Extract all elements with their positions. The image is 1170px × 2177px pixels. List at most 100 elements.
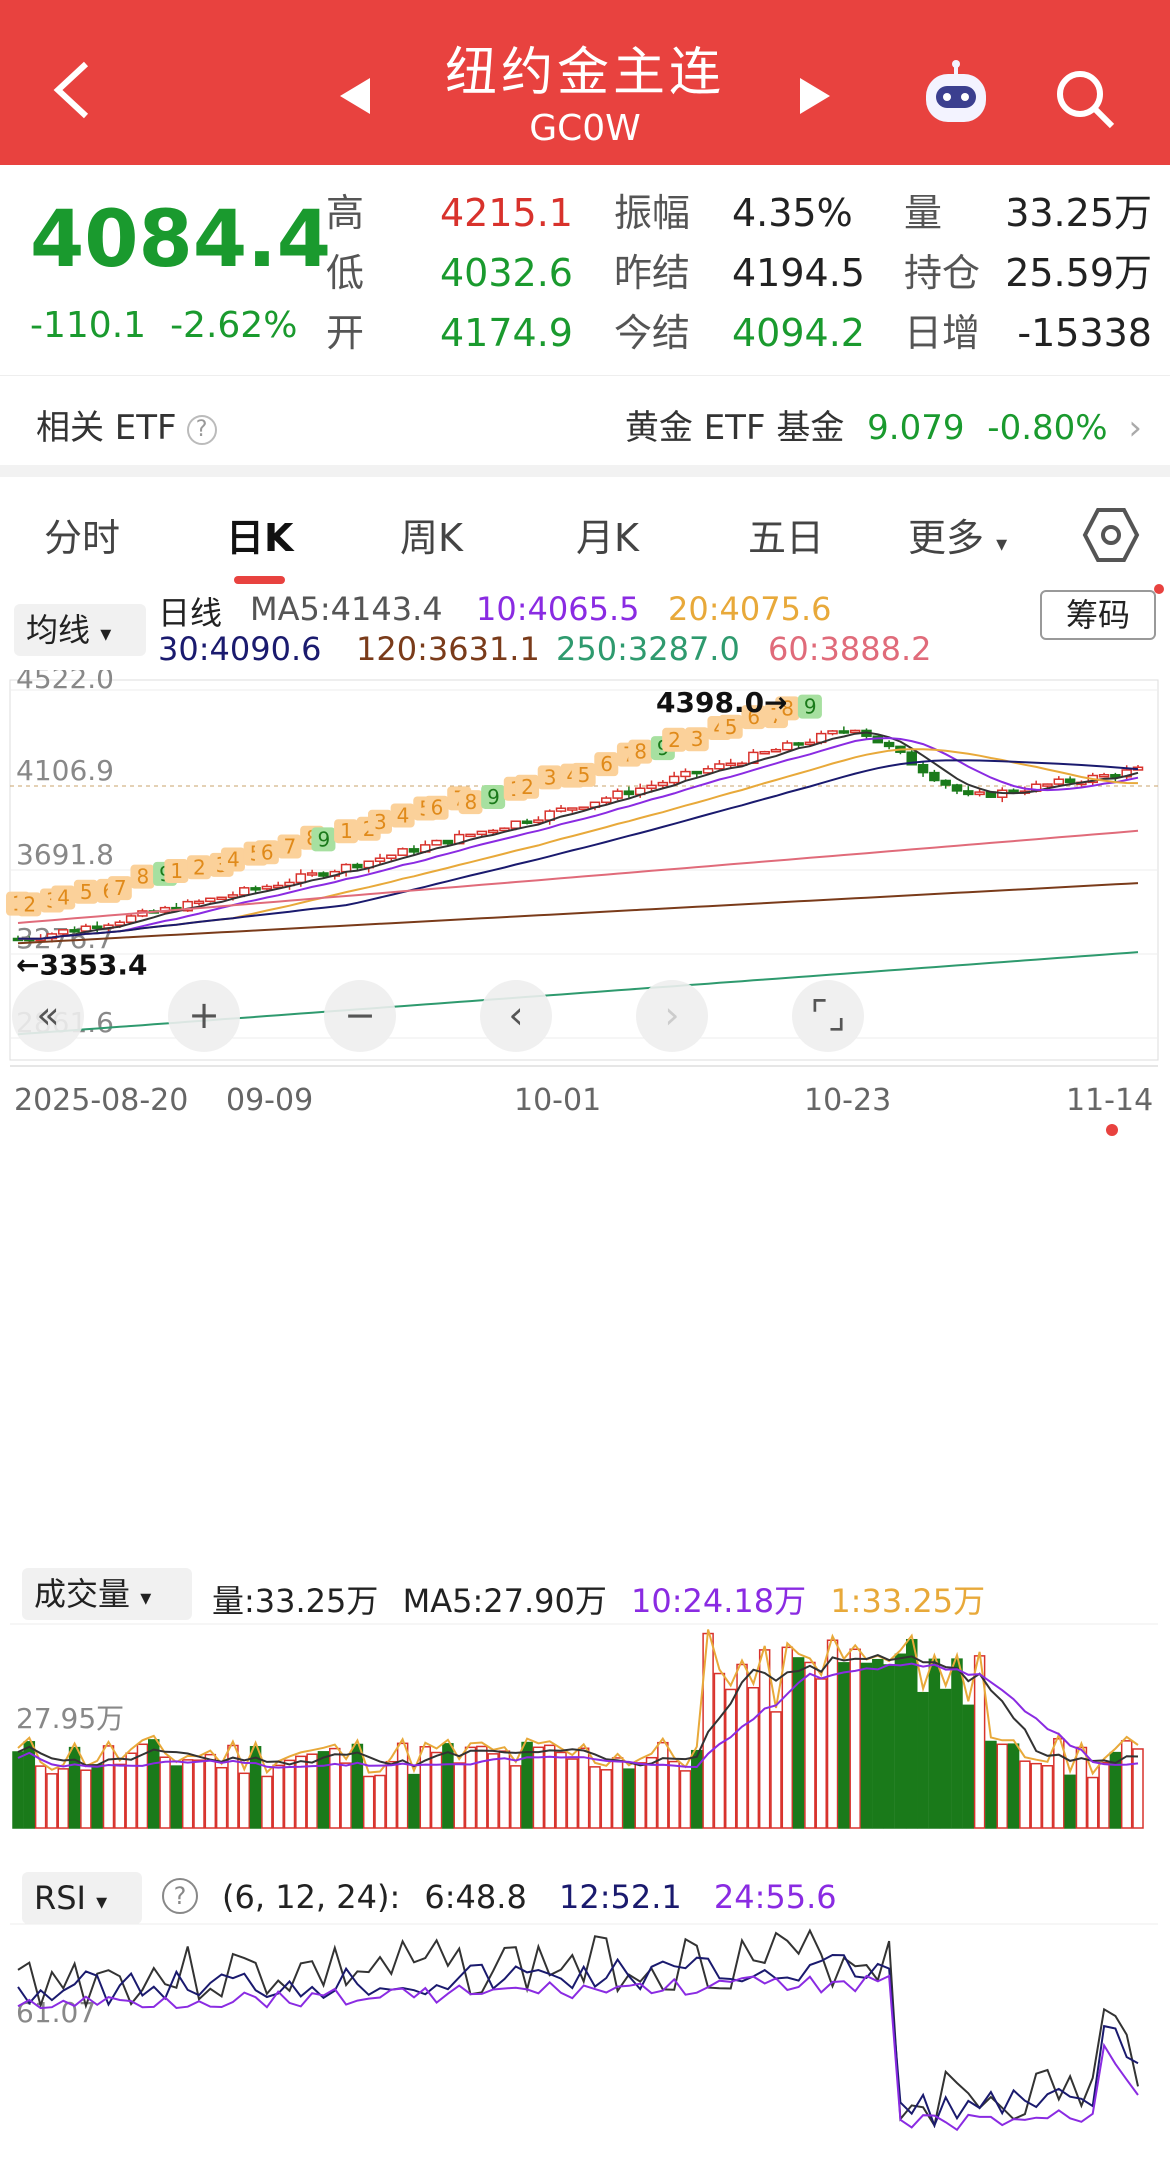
- volume-bar: [329, 1747, 341, 1829]
- td-marker-label: 5: [578, 763, 591, 787]
- volume-bar: [1109, 1751, 1122, 1829]
- candle-body: [963, 790, 974, 796]
- td-marker-box: [571, 762, 596, 787]
- tab-daily-k[interactable]: 日K: [226, 507, 293, 584]
- volume-chart[interactable]: 27.95万: [0, 1616, 1170, 1856]
- candle-body: [431, 839, 442, 846]
- volume-bar: [12, 1751, 24, 1829]
- caret-down-icon: ▾: [140, 1586, 152, 1611]
- volume-bar: [430, 1751, 443, 1829]
- caret-down-icon: ▾: [100, 622, 112, 647]
- candlestick-chart[interactable]: 4522.04106.93691.83276.72861.61234567891…: [0, 670, 1170, 1550]
- back-arrow-icon[interactable]: [50, 60, 94, 120]
- td-marker-box: [458, 790, 483, 815]
- volume-bar: [543, 1744, 556, 1829]
- ma60-value: 60:3888.2: [768, 630, 932, 668]
- volume-bar: [453, 1762, 465, 1829]
- next-contract-icon[interactable]: [800, 78, 830, 114]
- ma20-value: 20:4075.6: [668, 590, 832, 628]
- settle-value: 4094.2: [732, 311, 865, 355]
- volume-bar: [894, 1653, 907, 1829]
- rsi12-value: 12:52.1: [558, 1878, 682, 1916]
- candle-body: [974, 791, 985, 796]
- volume-bar: [114, 1763, 126, 1829]
- volume-bar: [985, 1740, 997, 1829]
- chevron-right-icon[interactable]: [636, 980, 708, 1052]
- ma10-value: 10:4065.5: [476, 590, 640, 628]
- volume-bar: [351, 1743, 364, 1829]
- candle-body: [510, 820, 522, 829]
- candle-body: [782, 742, 793, 751]
- zoom-in-icon[interactable]: [168, 980, 240, 1052]
- volume-bar: [838, 1662, 850, 1829]
- td-marker-label: 3: [544, 765, 557, 789]
- td-marker-box: [775, 696, 800, 721]
- search-icon[interactable]: [1052, 66, 1118, 132]
- chevron-left-icon[interactable]: [480, 980, 552, 1052]
- volume-bar: [1132, 1748, 1144, 1829]
- help-icon[interactable]: ?: [162, 1878, 198, 1914]
- rsi-chart[interactable]: 61.07: [0, 1920, 1170, 2177]
- volume-bar: [1041, 1765, 1054, 1829]
- candle-body: [476, 830, 488, 836]
- volume-bar: [340, 1762, 352, 1829]
- help-icon[interactable]: ?: [186, 414, 217, 445]
- candle-body: [374, 857, 386, 862]
- volume-bar: [136, 1743, 149, 1829]
- volume-selector[interactable]: 成交量 ▾: [22, 1568, 192, 1620]
- rsi-selector-label: RSI: [34, 1879, 86, 1917]
- ma-selector[interactable]: 均线 ▾: [14, 604, 146, 656]
- candle-body: [352, 863, 363, 869]
- ma-type: 日线: [158, 594, 223, 632]
- td-marker-box: [515, 774, 540, 799]
- tab-intraday[interactable]: 分时: [44, 516, 121, 560]
- volume-ma10-line: [17, 1662, 1139, 1769]
- prev-contract-icon[interactable]: [340, 78, 370, 114]
- max-price-label: 4398.0→: [656, 686, 788, 719]
- chip-button[interactable]: 筹码: [1040, 590, 1156, 640]
- volume-bar: [555, 1751, 567, 1829]
- rsi-selector[interactable]: RSI ▾: [22, 1872, 142, 1924]
- volume-bar: [362, 1775, 375, 1829]
- related-etf-row[interactable]: 相关 ETF? 黄金 ETF 基金 9.079 -0.80% ›: [0, 375, 1170, 465]
- candle-body: [838, 730, 850, 734]
- settings-hex-icon[interactable]: [1082, 506, 1140, 564]
- high-label: 高: [326, 191, 365, 235]
- td-marker-label: 7: [114, 876, 127, 900]
- y-tick-label: 3691.8: [16, 838, 114, 871]
- td-marker-box: [220, 847, 245, 872]
- td-marker-label: 7: [284, 835, 297, 859]
- tab-five-day[interactable]: 五日: [748, 516, 825, 560]
- candle-body: [929, 771, 940, 782]
- period-tabs: 分时 日K 周K 月K 五日 更多 ▾: [0, 477, 1170, 587]
- volume-bar: [306, 1753, 318, 1829]
- rsi-params: (6, 12, 24):: [222, 1878, 401, 1916]
- volume-bar: [770, 1711, 782, 1829]
- tab-monthly-k[interactable]: 月K: [576, 516, 639, 560]
- robot-assistant-icon[interactable]: [918, 60, 994, 130]
- candle-body: [499, 827, 510, 832]
- volume-bar: [917, 1691, 929, 1829]
- volume-bar: [23, 1741, 36, 1829]
- volume-bar: [532, 1746, 545, 1829]
- rsi24-line: [17, 1974, 1139, 2132]
- tab-more[interactable]: 更多 ▾: [908, 507, 1007, 562]
- td-marker-box: [73, 879, 98, 904]
- volume-bar: [623, 1768, 635, 1829]
- td-marker-box: [662, 727, 687, 752]
- candle-body: [691, 770, 703, 775]
- amplitude-value: 4.35%: [732, 191, 853, 235]
- volume-bar: [872, 1658, 884, 1829]
- fullscreen-icon[interactable]: [792, 980, 864, 1052]
- amplitude-label: 振幅: [614, 191, 691, 235]
- candle-body: [533, 819, 544, 824]
- volume-bar: [1075, 1746, 1088, 1829]
- volume-bar: [227, 1744, 239, 1829]
- double-chevron-left-icon[interactable]: [12, 980, 84, 1052]
- zoom-out-icon[interactable]: [324, 980, 396, 1052]
- candle-body: [318, 872, 329, 877]
- ma5-value: MA5:4143.4: [250, 590, 443, 628]
- volume-bar: [736, 1663, 748, 1829]
- tab-weekly-k[interactable]: 周K: [400, 516, 463, 560]
- rsi24-value: 24:55.6: [713, 1878, 837, 1916]
